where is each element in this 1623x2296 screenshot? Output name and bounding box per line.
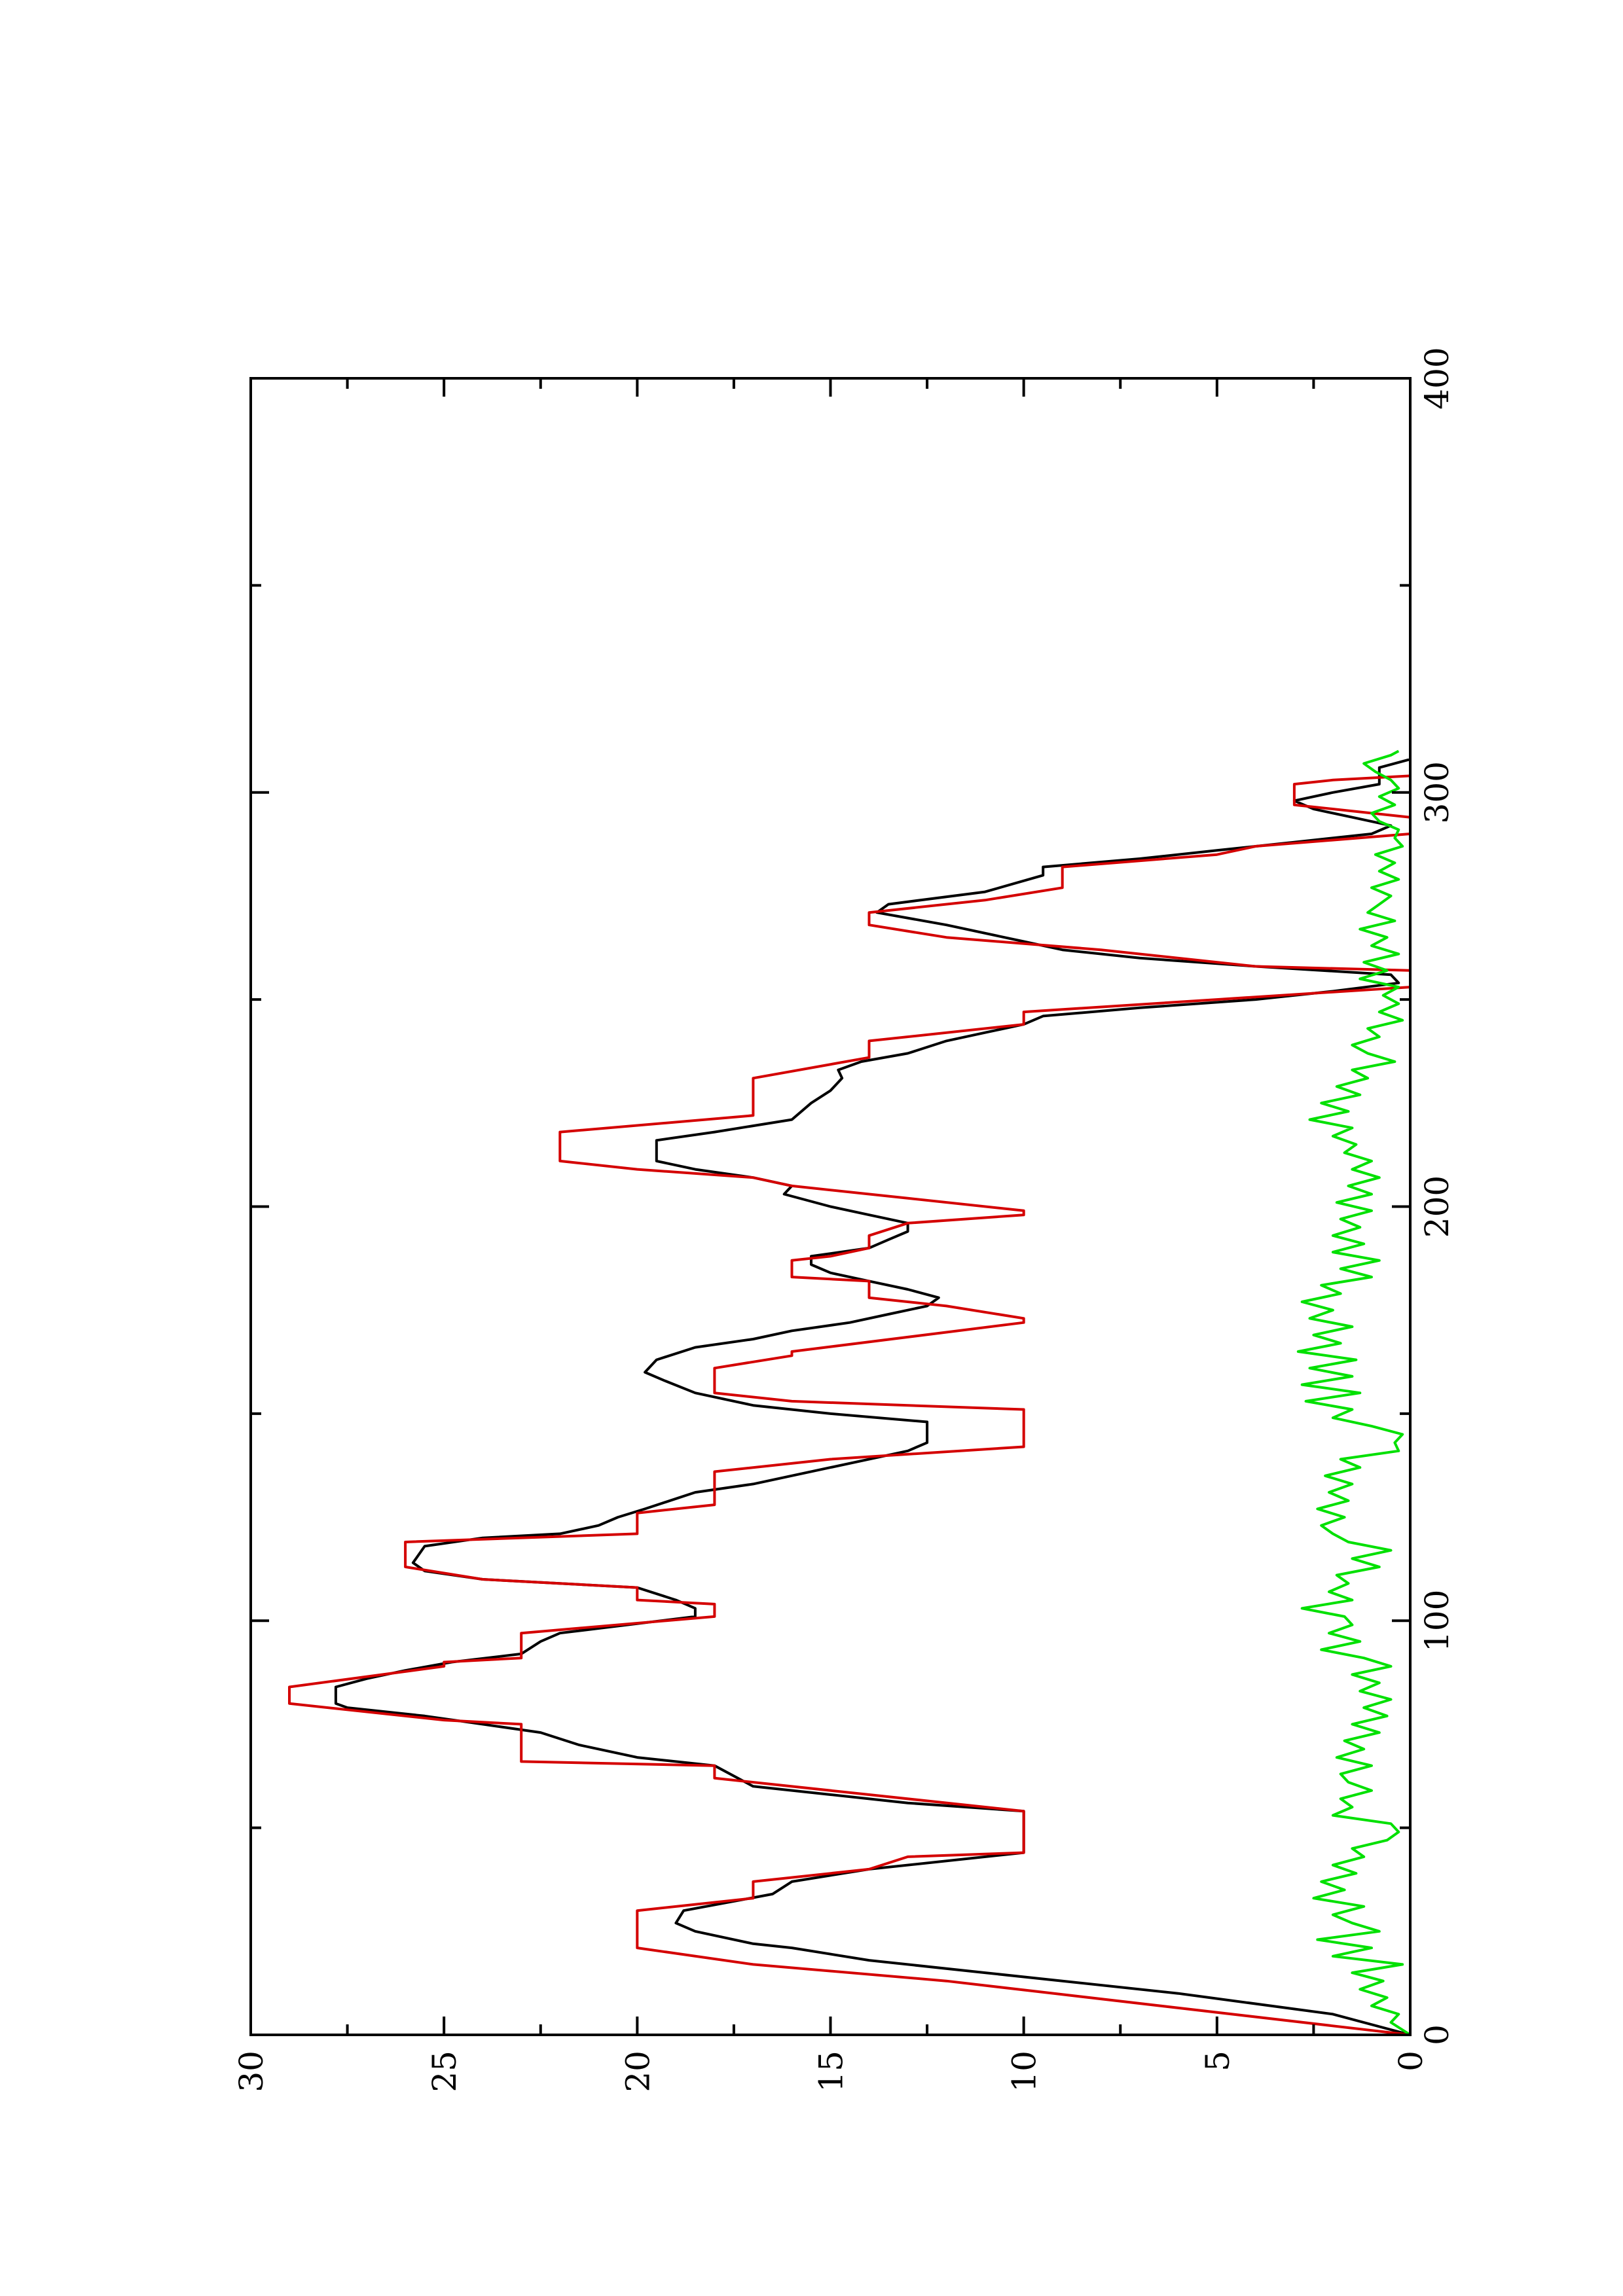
x-tick-label: 400 xyxy=(1418,347,1456,409)
plot-area xyxy=(288,749,1412,2036)
y-tick-label: 30 xyxy=(232,2051,270,2092)
y-tick-label: 25 xyxy=(426,2051,464,2092)
y-tick-label: 10 xyxy=(1006,2051,1044,2092)
y-tick-label: 20 xyxy=(619,2051,657,2092)
axes: 0 100 200 300 400 0 5 10 15 20 25 30 xyxy=(232,347,1456,2092)
x-tick-label: 200 xyxy=(1418,1175,1456,1238)
x-tick-label: 100 xyxy=(1418,1590,1456,1652)
y-tick-label: 15 xyxy=(812,2051,850,2092)
x-tick-label: 300 xyxy=(1418,761,1456,823)
series-line-0 xyxy=(334,751,1412,2036)
series-line-1 xyxy=(288,751,1412,2036)
x-tick-label: 0 xyxy=(1418,2024,1456,2045)
series-line-2 xyxy=(1296,749,1412,2036)
y-tick-label: 0 xyxy=(1392,2051,1430,2072)
y-tick-label: 5 xyxy=(1199,2051,1237,2072)
